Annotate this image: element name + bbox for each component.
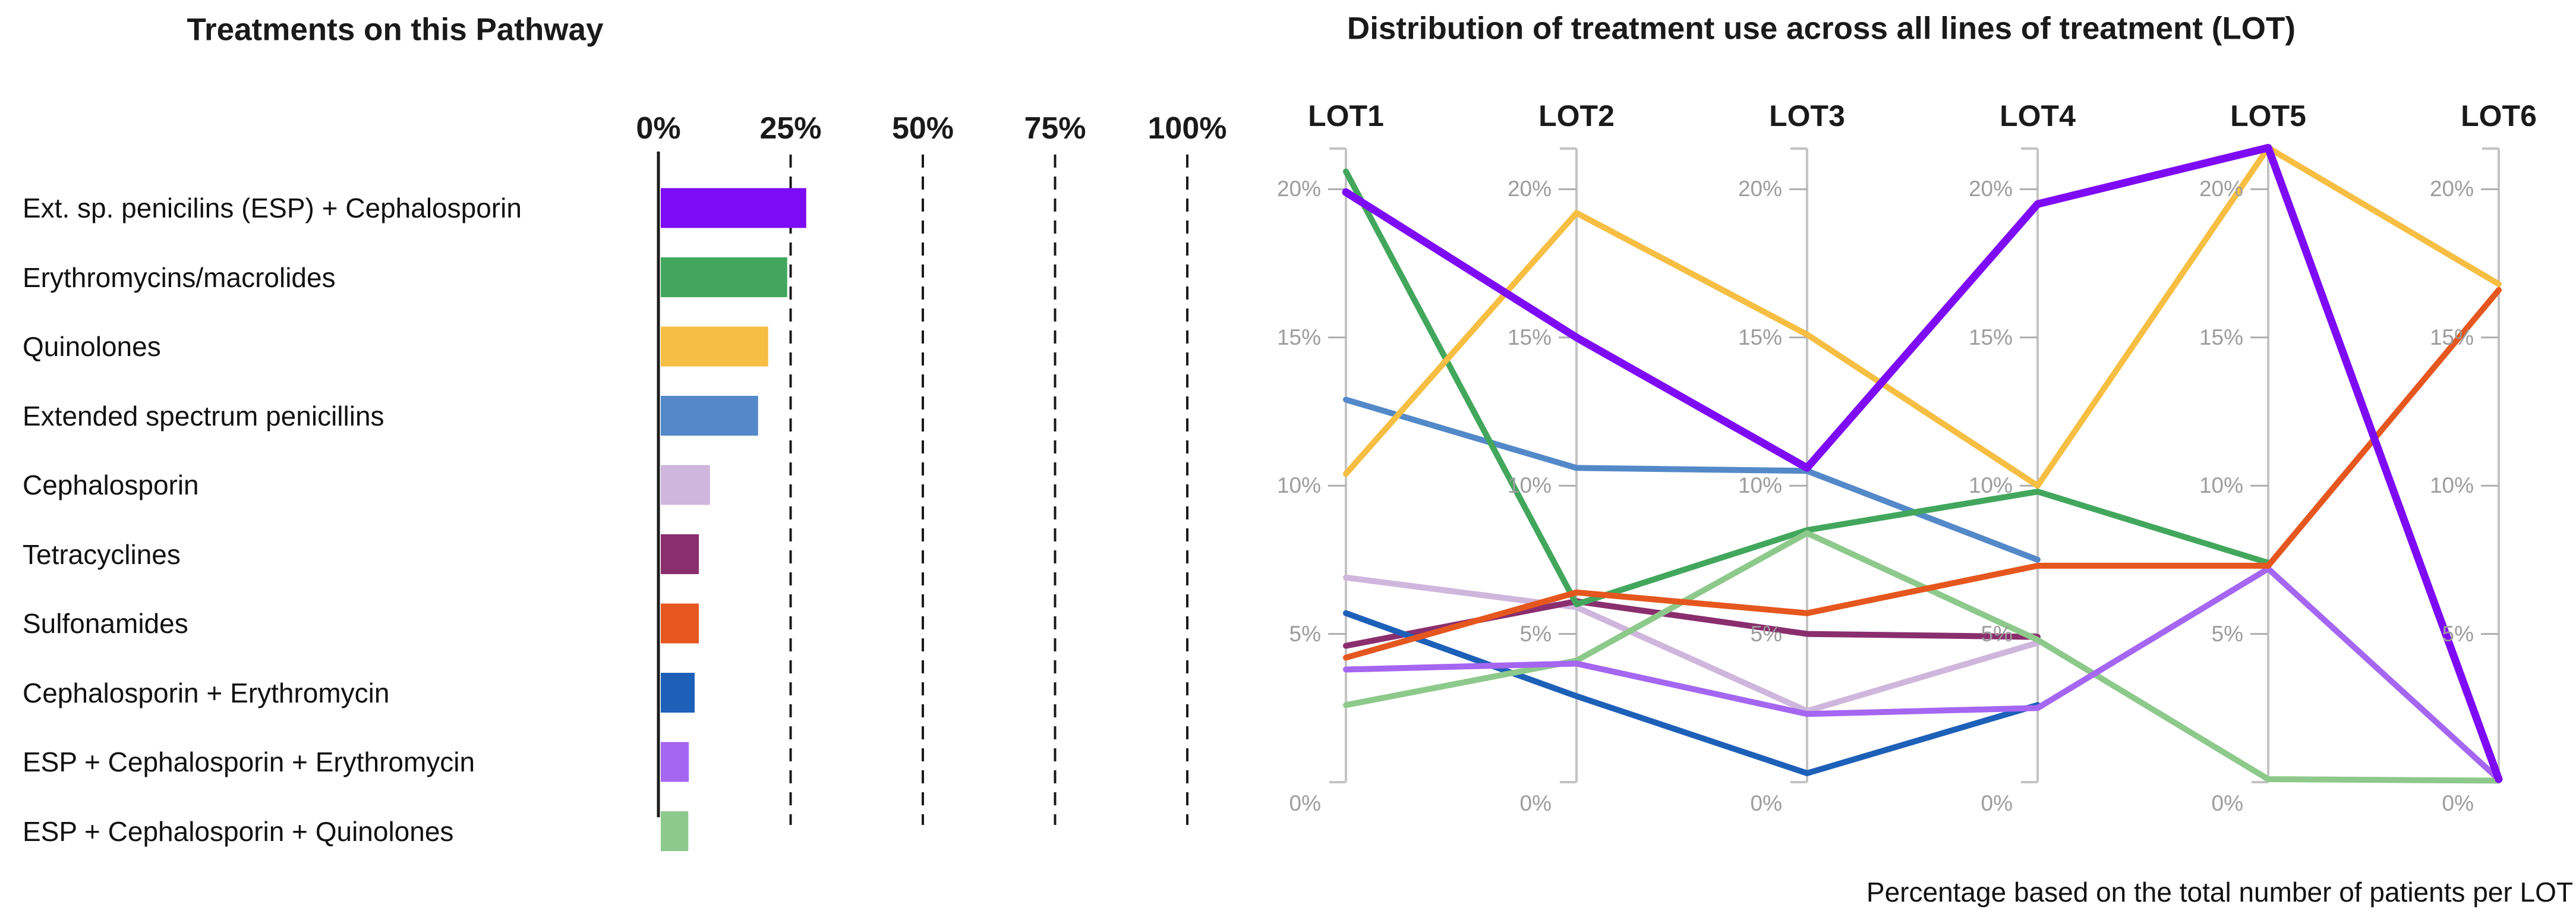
lot-tick-label-zero: 0%: [1289, 791, 1321, 815]
left-chart-title: Treatments on this Pathway: [187, 12, 604, 48]
lot-axis-label: LOT6: [2461, 99, 2537, 133]
bar-axis-tick-label: 75%: [1024, 111, 1086, 146]
lot-tick-label: 10%: [1276, 473, 1321, 498]
lot-tick-label: 5%: [1289, 621, 1321, 646]
series-line[interactable]: [1343, 565, 2502, 782]
lot-tick-label: 10%: [2199, 473, 2243, 498]
series-line[interactable]: [1342, 144, 2503, 783]
bar-axis-tick-label: 0%: [636, 111, 681, 146]
bar[interactable]: [661, 603, 699, 644]
lot-tick-label-zero: 0%: [1981, 791, 2013, 815]
lot-tick-label: 15%: [1738, 325, 1782, 349]
bar[interactable]: [661, 188, 806, 228]
bar-row-label: Erythromycins/macrolides: [23, 262, 336, 293]
bar[interactable]: [661, 742, 689, 782]
series-line[interactable]: [1343, 574, 2041, 714]
bar[interactable]: [661, 396, 758, 436]
series-line[interactable]: [1343, 396, 2041, 563]
lot-axis-label: LOT2: [1538, 99, 1615, 133]
lot-tick-label: 20%: [1968, 177, 2013, 201]
lot-tick-label: 15%: [2429, 325, 2474, 349]
lot-tick-label: 20%: [2199, 177, 2243, 201]
bar-row-label: Quinolones: [23, 331, 161, 362]
series-line[interactable]: [1343, 598, 2041, 649]
lot-tick-label-zero: 0%: [2442, 791, 2474, 815]
lot-tick-label: 20%: [2429, 177, 2474, 201]
lot-tick-label: 15%: [1507, 325, 1552, 349]
bar-row-label: ESP + Cephalosporin + Erythromycin: [23, 746, 475, 777]
lot-tick-label: 10%: [1968, 473, 2013, 498]
lot-axis-label: LOT1: [1308, 99, 1384, 133]
bar[interactable]: [661, 811, 689, 851]
bar-row-label: Tetracyclines: [23, 538, 181, 570]
lot-tick-label: 5%: [2442, 621, 2474, 646]
bar-row-label: Cephalosporin: [23, 470, 199, 500]
bar[interactable]: [661, 465, 710, 505]
lot-tick-label: 20%: [1738, 177, 1782, 201]
series-line[interactable]: [1343, 610, 2041, 776]
lot-tick-label: 15%: [1968, 325, 2013, 349]
lot-tick-label-zero: 0%: [1519, 791, 1552, 815]
lot-tick-label: 15%: [2199, 325, 2243, 349]
bar-axis-tick-label: 50%: [891, 111, 954, 146]
lot-tick-label: 20%: [1276, 177, 1321, 201]
series-line[interactable]: [1343, 287, 2502, 661]
bar-row-label: Extended spectrum penicillins: [23, 400, 384, 431]
lot-tick-label: 5%: [1750, 621, 1782, 646]
bar-row-label: Sulfonamides: [23, 608, 188, 639]
lot-tick-label: 10%: [1738, 473, 1782, 498]
lot-tick-label: 5%: [2211, 621, 2243, 646]
bar[interactable]: [661, 534, 699, 574]
series-line[interactable]: [1343, 144, 2502, 489]
right-chart-title: Distribution of treatment use across all…: [1347, 11, 2296, 46]
lot-tick-label: 10%: [2429, 473, 2474, 498]
bar-axis-tick-label: 25%: [759, 111, 822, 146]
bar[interactable]: [661, 673, 695, 713]
lot-axis-label: LOT3: [1769, 99, 1845, 133]
lot-axis-label: LOT5: [2230, 99, 2306, 133]
lot-axis-label: LOT4: [2000, 99, 2076, 133]
bar-axis-tick-label: 100%: [1147, 111, 1227, 146]
bar-row-label: Cephalosporin + Erythromycin: [23, 677, 390, 708]
lot-tick-label: 20%: [1507, 177, 1552, 201]
series-line[interactable]: [1343, 530, 2502, 784]
chart-footnote: Percentage based on the total number of …: [1866, 877, 2573, 908]
bar-row-label: ESP + Cephalosporin + Quinolones: [23, 815, 454, 847]
lot-tick-label: 10%: [1507, 473, 1552, 498]
bar[interactable]: [661, 326, 768, 367]
bar[interactable]: [661, 257, 787, 297]
lot-tick-label: 5%: [1981, 621, 2013, 646]
lot-tick-label-zero: 0%: [1750, 791, 1782, 815]
lot-tick-label-zero: 0%: [2211, 791, 2243, 815]
bar-row-label: Ext. sp. penicilins (ESP) + Cephalospori…: [23, 193, 522, 223]
lot-tick-label: 5%: [1519, 621, 1552, 646]
lot-tick-label: 15%: [1276, 325, 1321, 349]
